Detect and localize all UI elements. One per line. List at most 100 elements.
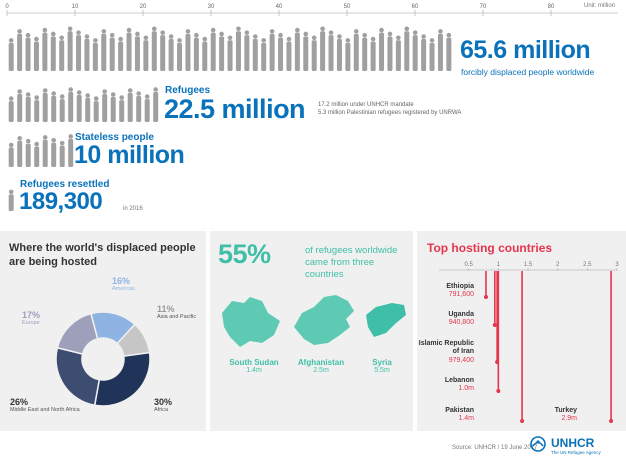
person-head [227, 35, 233, 41]
origins-pct: 55% [218, 239, 271, 269]
person-body [387, 36, 393, 71]
person-body [101, 33, 107, 71]
asia-name: Asia and Pacific [157, 314, 197, 320]
people-row [8, 189, 14, 211]
person-head [311, 35, 317, 41]
hosting-tick-label: 3 [615, 262, 619, 268]
people-chart: 0 10 20 30 40 50 60 70 80 [5, 4, 618, 211]
hosting-bar-dot [496, 389, 501, 393]
person-head [244, 30, 250, 35]
person-head [143, 35, 149, 41]
scale-tick-label: 50 [344, 4, 351, 10]
syria-value: 5.5m [374, 367, 390, 374]
person-head [8, 142, 14, 148]
person-body [244, 35, 250, 71]
person-head [337, 34, 342, 39]
person-head [8, 189, 14, 195]
hosting-country-value: 979,400 [448, 356, 474, 364]
syria-name: Syria [372, 358, 392, 367]
south-sudan: South Sudan 1.4m [224, 358, 284, 374]
person-body [446, 37, 452, 71]
top-hosting-title: Top hosting countries [427, 241, 553, 255]
person-body [345, 42, 351, 71]
person-head [102, 89, 107, 94]
person-body [153, 92, 159, 122]
person-head [17, 136, 23, 141]
person-head [320, 26, 325, 32]
person-body [25, 143, 31, 167]
person-body [59, 145, 65, 167]
person-body [25, 97, 31, 122]
refugees-notes: 17.2 million under UNHCR mandate 5.3 mil… [318, 101, 461, 117]
person-body [34, 146, 40, 167]
person-body [404, 31, 410, 71]
person-body [127, 93, 133, 122]
americas-name: Americas [112, 286, 135, 292]
person-body [68, 138, 74, 167]
person-head [51, 137, 56, 143]
person-head [153, 87, 158, 92]
person-head [144, 94, 150, 99]
hosting-country-name: Islamic Republic of Iran [418, 340, 474, 356]
person-head [202, 36, 208, 42]
headline-label: forcibly displaced people worldwide [461, 67, 595, 77]
person-head [59, 35, 64, 41]
person-body [42, 93, 48, 122]
person-body [8, 194, 14, 211]
afghanistan-map [294, 295, 354, 345]
mena-pct: 26% [10, 397, 29, 407]
person-head [119, 95, 124, 100]
hosting-title: Where the world's displaced people are b… [9, 242, 196, 268]
south-sudan-value: 1.4m [246, 367, 262, 374]
person-body [219, 36, 225, 71]
person-head [194, 32, 199, 38]
scale-tick-label: 60 [412, 4, 419, 10]
person-head [421, 34, 426, 39]
person-body [51, 96, 57, 122]
hosting-country-label: Uganda 940,800 [448, 311, 474, 328]
person-body [202, 41, 208, 71]
hosting-country-value: 791,600 [448, 291, 474, 299]
hosting-bar-dot [483, 295, 488, 299]
person-body [126, 32, 132, 71]
person-head [210, 27, 216, 33]
person-head [362, 32, 367, 38]
person-head [68, 134, 73, 139]
person-head [168, 34, 174, 39]
person-body [278, 37, 284, 71]
syria: Syria 5.5m [362, 358, 402, 374]
hosting-country-value: 1.0m [458, 385, 474, 393]
refugees-note-2: 5.3 million Palestinian refugees registe… [318, 110, 462, 117]
person-head [118, 36, 123, 42]
person-head [25, 138, 31, 144]
hosting-country-value: 1.4m [458, 415, 474, 423]
person-body [320, 31, 326, 71]
hosting-panel: Where the world's displaced people are b… [0, 231, 206, 431]
person-head [59, 140, 65, 146]
person-head [261, 38, 266, 43]
person-body [353, 33, 359, 71]
person-head [84, 34, 90, 39]
hosting-tick-label: 2.5 [583, 262, 592, 268]
scale-tick-label: 10 [72, 4, 79, 10]
hosting-country-name: Pakistan [445, 407, 474, 414]
refugees-label: Refugees [165, 85, 211, 96]
person-head [345, 38, 351, 43]
origins-panel: 55% of refugees worldwide came from thre… [210, 231, 413, 431]
person-body [143, 40, 149, 71]
unhcr-tagline: The UN Refugee Agency [551, 450, 601, 455]
origins-text-1: of refugees worldwide [305, 245, 398, 256]
person-body [119, 100, 125, 122]
person-head [219, 31, 224, 37]
person-head [303, 31, 309, 37]
hosting-bar-dot [492, 323, 497, 327]
hosting-country-label: Turkey 2.9m [555, 407, 577, 424]
europe-name: Europe [22, 320, 40, 326]
scale-tick-label: 40 [276, 4, 283, 10]
person-body [437, 33, 443, 71]
person-head [429, 38, 435, 43]
scale-tick-label: 0 [5, 4, 9, 10]
person-body [193, 37, 199, 71]
scale-tick-label: 30 [208, 4, 215, 10]
person-body [412, 35, 418, 71]
